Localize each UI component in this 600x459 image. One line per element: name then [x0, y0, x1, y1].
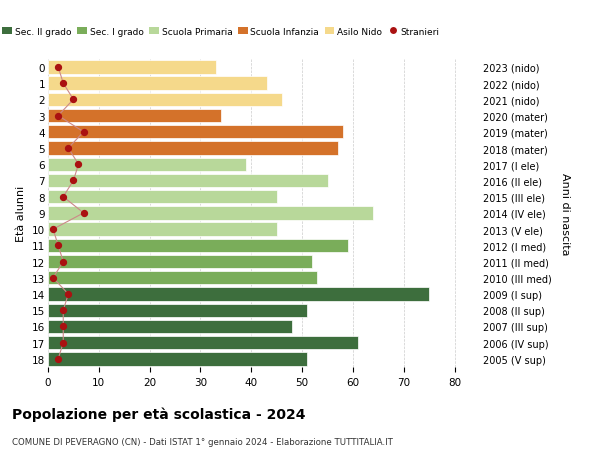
- Bar: [48, 190, 277, 204]
- Bar: [48, 353, 307, 366]
- Point: [58, 194, 68, 201]
- Bar: [48, 320, 292, 333]
- Bar: [48, 288, 429, 301]
- Point: [68, 177, 78, 185]
- Bar: [48, 94, 282, 107]
- Point: [48, 274, 58, 282]
- Bar: [48, 272, 317, 285]
- Bar: [48, 126, 343, 139]
- Point: [79, 210, 88, 217]
- Point: [64, 291, 73, 298]
- Bar: [48, 110, 221, 123]
- Point: [74, 161, 83, 168]
- Point: [58, 323, 68, 330]
- Bar: [48, 142, 338, 155]
- Point: [53, 64, 63, 72]
- Point: [68, 96, 78, 104]
- Bar: [48, 61, 216, 74]
- Point: [58, 80, 68, 88]
- Point: [53, 242, 63, 250]
- Legend: Sec. II grado, Sec. I grado, Scuola Primaria, Scuola Infanzia, Asilo Nido, Stran: Sec. II grado, Sec. I grado, Scuola Prim…: [0, 24, 443, 40]
- Point: [79, 129, 88, 136]
- Bar: [48, 223, 277, 236]
- Y-axis label: Anni di nascita: Anni di nascita: [560, 172, 570, 255]
- Bar: [48, 207, 373, 220]
- Text: COMUNE DI PEVERAGNO (CN) - Dati ISTAT 1° gennaio 2024 - Elaborazione TUTTITALIA.: COMUNE DI PEVERAGNO (CN) - Dati ISTAT 1°…: [12, 437, 393, 446]
- Point: [53, 112, 63, 120]
- Bar: [48, 77, 266, 90]
- Bar: [48, 174, 328, 188]
- Point: [53, 355, 63, 363]
- Point: [48, 226, 58, 233]
- Bar: [48, 304, 307, 317]
- Bar: [48, 336, 358, 350]
- Bar: [48, 255, 312, 269]
- Point: [64, 145, 73, 152]
- Point: [58, 258, 68, 266]
- Point: [58, 339, 68, 347]
- Point: [58, 307, 68, 314]
- Bar: [48, 158, 246, 172]
- Bar: [48, 239, 348, 252]
- Y-axis label: Età alunni: Età alunni: [16, 185, 26, 241]
- Text: Popolazione per età scolastica - 2024: Popolazione per età scolastica - 2024: [12, 406, 305, 421]
